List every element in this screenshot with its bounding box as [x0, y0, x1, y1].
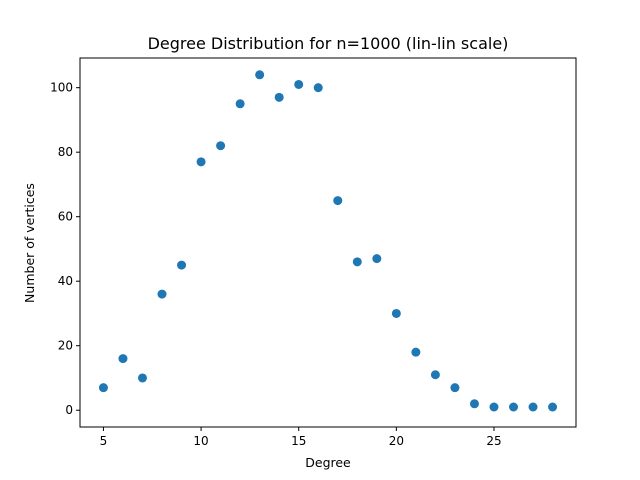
data-point [548, 402, 558, 412]
y-tick-label: 80 [58, 145, 73, 159]
data-point [372, 254, 382, 264]
data-point [157, 289, 167, 299]
data-point [313, 83, 323, 93]
data-point [216, 141, 226, 151]
y-tick-label: 0 [65, 403, 73, 417]
data-point [235, 99, 245, 109]
y-tick-label: 100 [50, 81, 73, 95]
x-tick-label: 20 [389, 434, 404, 448]
x-axis-label: Degree [305, 455, 351, 470]
plot-area: 5 10 15 20 25 0 20 40 60 80 100 [50, 57, 577, 448]
data-point [177, 260, 187, 270]
y-tick-label: 40 [58, 274, 73, 288]
data-point [274, 92, 284, 102]
data-point [255, 70, 265, 80]
y-tick-label: 20 [58, 339, 73, 353]
data-point [411, 347, 421, 357]
plot-frame [79, 57, 577, 428]
y-axis-label: Number of vertices [22, 183, 37, 303]
data-point [391, 308, 401, 318]
data-point [352, 257, 362, 267]
data-point [98, 383, 108, 393]
data-point [489, 402, 499, 412]
data-point [196, 157, 206, 167]
x-tick-label: 10 [193, 434, 208, 448]
data-point [294, 79, 304, 89]
x-tick-label: 25 [486, 434, 501, 448]
data-point [118, 354, 128, 364]
data-point [333, 196, 343, 206]
data-point [430, 370, 440, 380]
data-point [509, 402, 519, 412]
data-point [450, 383, 460, 393]
data-point [469, 399, 479, 409]
data-point [528, 402, 538, 412]
y-tick-label: 60 [58, 210, 73, 224]
x-tick-label: 5 [100, 434, 108, 448]
chart-title: Degree Distribution for n=1000 (lin-lin … [148, 34, 509, 53]
x-tick-label: 15 [291, 434, 306, 448]
data-point [137, 373, 147, 383]
